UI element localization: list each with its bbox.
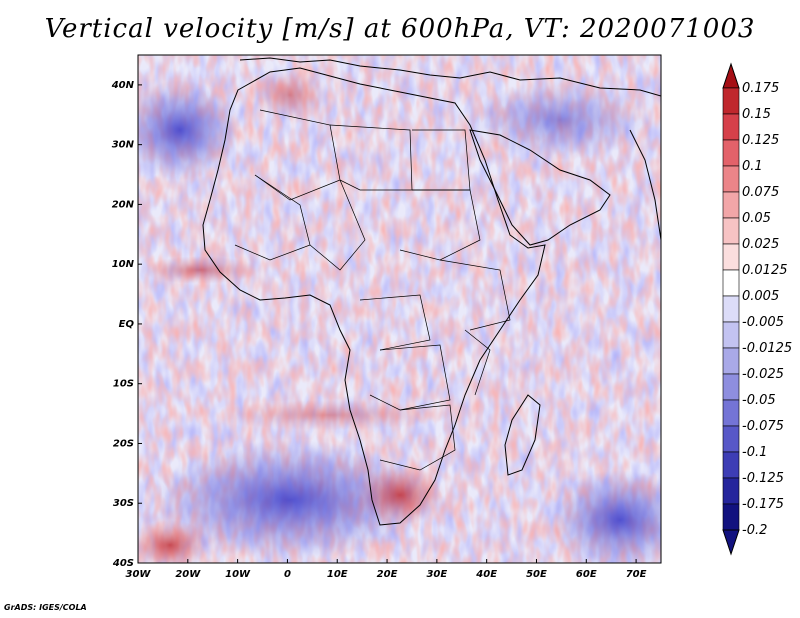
colorbar: 0.175 0.15 0.125 0.1 0.075 0.05 0.025 0.0125 0.0… [722,62,792,556]
colorbar-level-label: -0.025 [742,367,784,382]
lat-tick-label: 20N [112,199,135,210]
velocity-field [138,55,661,563]
colorbar-level-label: 0.075 [742,185,779,200]
lon-tick-label: 40E [475,569,497,580]
colorbar-segment [722,269,740,297]
chart-title: Vertical velocity [m/s] at 600hPa, VT: 2… [44,14,756,44]
colorbar-segment [722,373,740,401]
lon-tick-label: 20W [175,569,201,580]
lon-tick-label: 30E [426,569,447,580]
colorbar-segment [722,113,740,141]
colorbar-level-label: -0.0125 [742,341,792,356]
colorbar-segment [722,217,740,245]
lon-tick-label: 30W [126,569,152,580]
lon-tick-label: 70E [626,569,647,580]
lat-tick-label: EQ [119,319,135,330]
colorbar-segment [722,165,740,193]
colorbar-level-label: -0.005 [742,315,784,330]
colorbar-level-label: 0.1 [742,159,763,174]
colorbar-segment [722,243,740,271]
colorbar-level-label: -0.125 [742,471,784,486]
lat-tick-label: 20S [113,438,134,449]
lat-tick-label: 30S [113,498,134,509]
lon-tick-label: 50E [526,569,547,580]
colorbar-segment [722,321,740,349]
country-borders [234,109,511,471]
colorbar-bottom-arrow [722,529,740,556]
colorbar-level-label: -0.075 [742,419,784,434]
lon-tick-label: 0 [284,569,291,580]
longitude-axis: 30W 20W 10W 0 10E 20E 30E 40E 50E 60E 70E [126,559,647,580]
colorbar-level-label: 0.15 [742,107,771,122]
map-frame [137,54,662,564]
colorbar-segment [722,451,740,479]
arabia-coastline [469,129,611,246]
europe-coastline [239,57,661,97]
colorbar-top-arrow [722,62,740,89]
lat-tick-label: 10S [113,379,134,390]
lon-tick-label: 20E [377,569,398,580]
colorbar-segment [722,503,740,531]
colorbar-level-label: 0.025 [742,237,779,252]
colorbar-level-label: 0.175 [742,81,779,96]
colorbar-level-label: -0.1 [742,445,767,460]
lat-tick-label: 30N [112,140,135,151]
colorbar-level-label: 0.0125 [742,263,788,278]
india-coastline [629,129,661,241]
colorbar-level-label: -0.2 [742,523,767,538]
colorbar-level-label: -0.05 [742,393,776,408]
colorbar-segment [722,191,740,219]
colorbar-segment [722,295,740,323]
lat-tick-label: 40N [111,80,135,91]
colorbar-segment [722,87,740,115]
africa-coastline [202,67,546,526]
colorbar-segment [722,425,740,453]
latitude-axis: 40N 30N 20N 10N EQ 10S 20S 30S 40S [111,80,142,569]
colorbar-level-label: 0.005 [742,289,779,304]
lon-tick-label: 60E [576,569,597,580]
lon-tick-label: 10E [327,569,348,580]
colorbar-level-label: -0.175 [742,497,784,512]
colorbar-segment [722,477,740,505]
coastlines [202,57,661,526]
colorbar-segment [722,347,740,375]
colorbar-segment [722,139,740,167]
grads-credit: GrADS: IGES/COLA [4,603,87,612]
lat-tick-label: 10N [112,259,135,270]
colorbar-level-label: 0.125 [742,133,779,148]
lon-tick-label: 10W [225,569,251,580]
madagascar-coastline [504,394,541,476]
colorbar-segment [722,399,740,427]
colorbar-level-label: 0.05 [742,211,771,226]
lat-tick-label: 40S [112,558,134,569]
